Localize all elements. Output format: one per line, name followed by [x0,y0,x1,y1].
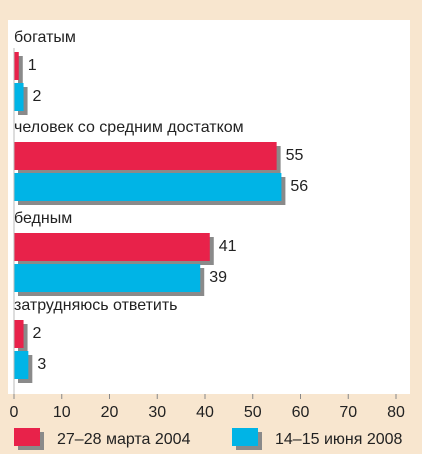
x-tick-label: 40 [196,404,214,421]
x-tick-label: 20 [101,404,119,421]
category-label: человек со средним достатком [14,119,244,136]
legend-swatch [232,428,258,446]
x-tick-label: 70 [339,404,357,421]
x-tick-label: 80 [387,404,405,421]
x-tick-label: 50 [244,404,262,421]
x-tick-label: 10 [53,404,71,421]
category-label: затрудняюсь ответить [14,297,178,314]
bar [14,320,24,348]
value-label: 2 [33,325,42,342]
legend-label: 27–28 марта 2004 [57,431,191,448]
bar [14,173,282,201]
bar [14,233,210,261]
category-label: бедным [14,210,72,227]
plot-area [8,20,410,394]
bar [14,351,29,379]
legend-swatch [14,428,40,446]
bar [14,52,19,80]
x-tick-label: 30 [148,404,166,421]
value-label: 2 [33,88,42,105]
bar-shadow [18,56,23,84]
bar [14,264,201,292]
value-label: 55 [286,147,304,164]
bar [14,142,277,170]
category-label: богатым [14,29,76,46]
value-label: 3 [37,356,46,373]
bar [14,83,24,111]
value-label: 56 [290,178,308,195]
x-tick-label: 60 [292,404,310,421]
x-tick-label: 0 [10,404,19,421]
legend-label: 14–15 июня 2008 [275,431,403,448]
value-label: 41 [219,238,237,255]
value-label: 39 [209,269,227,286]
value-label: 1 [28,57,37,74]
